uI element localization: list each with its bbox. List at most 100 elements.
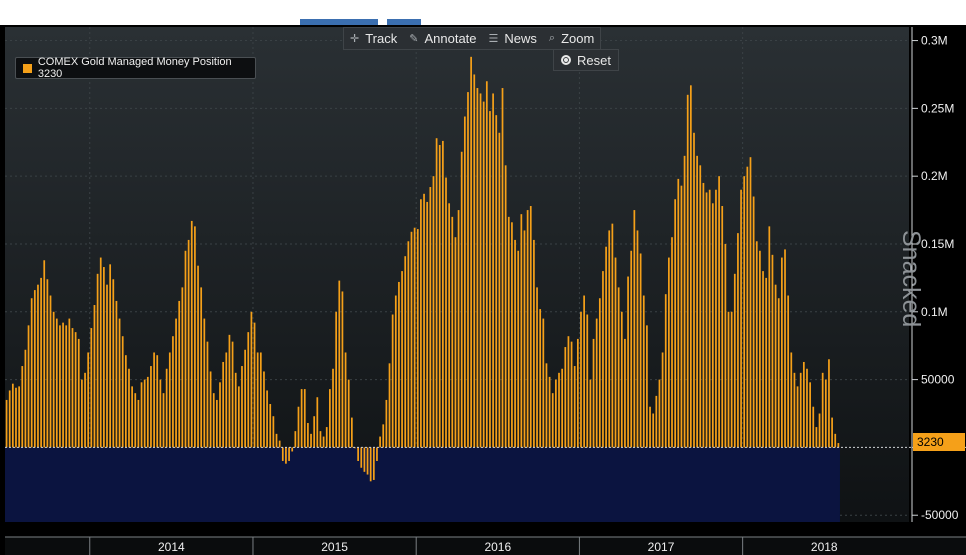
crosshair-icon: ✛ <box>350 33 360 45</box>
bar <box>153 352 155 448</box>
y-tick-label: 0.1M <box>921 305 948 319</box>
bar <box>627 276 629 448</box>
bar <box>65 325 68 448</box>
bar <box>168 352 171 448</box>
bar <box>394 295 397 448</box>
bar <box>442 140 444 448</box>
bar <box>755 241 758 448</box>
bar <box>294 431 297 448</box>
bar <box>200 287 203 448</box>
bar <box>178 300 181 448</box>
bar <box>482 101 485 448</box>
bar <box>671 237 673 448</box>
bar <box>617 287 620 448</box>
bar <box>385 399 388 448</box>
annotate-button[interactable]: ✎ Annotate <box>403 28 482 49</box>
bar <box>539 309 542 448</box>
bar <box>796 386 799 448</box>
bar <box>222 361 225 448</box>
bar <box>708 189 711 448</box>
bar <box>15 387 17 448</box>
bar <box>520 214 523 448</box>
bar <box>476 88 479 448</box>
bar <box>523 230 526 448</box>
bar <box>59 325 61 448</box>
bar <box>253 322 256 448</box>
bar <box>68 318 71 448</box>
bar <box>787 295 790 448</box>
bar <box>602 271 604 448</box>
bar <box>172 336 174 448</box>
bar <box>693 132 695 448</box>
bar <box>498 132 501 448</box>
bar <box>570 341 573 448</box>
bar-series <box>5 56 840 482</box>
bar <box>228 334 231 448</box>
bar <box>595 318 598 448</box>
bar <box>165 368 168 448</box>
bar <box>398 281 400 448</box>
bar <box>159 379 162 448</box>
bar <box>492 93 494 448</box>
bar <box>275 433 278 448</box>
news-icon: ☰ <box>488 33 499 45</box>
bar <box>727 311 730 448</box>
bar <box>33 290 36 448</box>
bar <box>316 397 319 448</box>
bar <box>432 176 435 448</box>
bar <box>583 295 585 448</box>
bar <box>517 250 520 448</box>
bar <box>809 382 811 448</box>
bar <box>112 279 115 448</box>
bar <box>542 318 545 448</box>
magnifier-icon: ⌕ <box>548 32 556 44</box>
bar <box>372 447 375 480</box>
bar <box>410 231 413 448</box>
bar <box>366 447 369 475</box>
bar <box>27 325 30 448</box>
zoom-button[interactable]: ⌕ Zoom <box>543 28 600 49</box>
bar <box>724 243 727 448</box>
bar <box>686 94 689 448</box>
reset-button[interactable]: Reset <box>553 49 619 71</box>
legend[interactable]: COMEX Gold Managed Money Position 3230 <box>15 56 256 80</box>
bar <box>806 368 808 448</box>
bar <box>759 250 761 448</box>
news-button[interactable]: ☰ News <box>483 28 543 49</box>
bar <box>71 328 74 448</box>
bar <box>84 372 86 448</box>
bar <box>818 413 821 448</box>
bar <box>55 318 58 448</box>
bar <box>341 291 344 448</box>
bar <box>711 203 714 448</box>
bar <box>332 368 334 448</box>
bar <box>162 393 165 448</box>
bar <box>507 216 510 448</box>
track-button[interactable]: ✛ Track <box>344 28 403 49</box>
bar <box>241 366 243 448</box>
bar <box>347 379 350 448</box>
bar <box>705 192 708 448</box>
bar <box>485 81 488 448</box>
bar <box>40 277 42 448</box>
bar <box>504 165 507 448</box>
bar <box>696 155 698 448</box>
bar <box>216 399 218 448</box>
bar <box>291 447 294 452</box>
bar <box>225 352 228 448</box>
bar <box>573 366 576 448</box>
bar <box>212 393 215 448</box>
bar <box>134 393 137 448</box>
bar <box>646 325 648 448</box>
reset-icon <box>561 55 571 65</box>
x-axis-background <box>5 537 966 555</box>
bar <box>87 352 90 448</box>
top-bar <box>0 0 966 25</box>
bar <box>115 300 118 448</box>
bar <box>297 406 300 448</box>
bar <box>592 338 595 448</box>
bar <box>37 284 39 448</box>
bar <box>24 349 27 448</box>
bar <box>184 250 187 448</box>
